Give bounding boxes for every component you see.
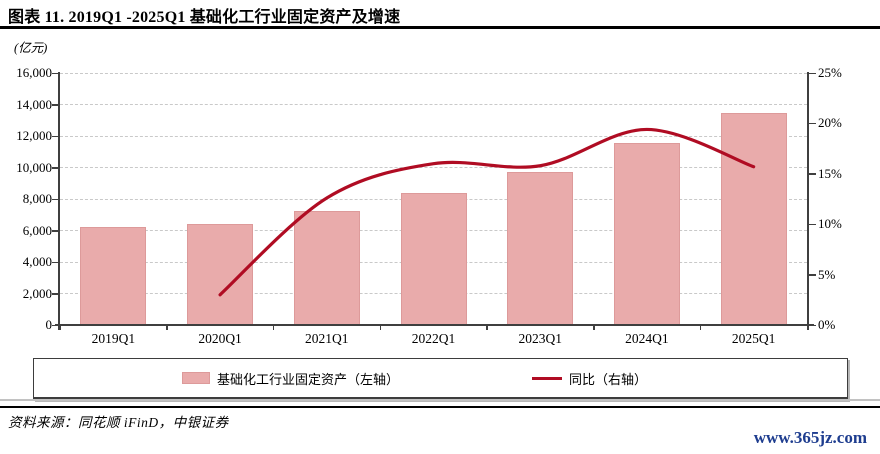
y-axis-tick-left: [52, 261, 58, 263]
y-axis-tick-left: [52, 135, 58, 137]
y-axis-label-right: 20%: [818, 115, 842, 131]
y-axis-tick-left: [52, 293, 58, 295]
footer-divider: [0, 406, 880, 408]
y-axis-tick-right: [809, 72, 816, 74]
y-axis-label-left: 6,000: [22, 222, 52, 238]
line-series-swatch: [532, 376, 562, 380]
bar-2025Q1: [720, 113, 787, 325]
y-axis-label-right: 10%: [818, 216, 842, 232]
figure-title: 图表 11. 2019Q1 -2025Q1 基础化工行业固定资产及增速: [8, 9, 401, 26]
x-axis-label-2023Q1: 2023Q1: [518, 331, 562, 346]
bar-2019Q1: [80, 226, 147, 325]
y-axis-tick-left: [52, 167, 58, 169]
y-axis-label-right: 25%: [818, 65, 842, 80]
left-axis-unit-label: (亿元): [14, 41, 48, 55]
bar-2020Q1: [187, 223, 254, 325]
y-axis-label-right: 0%: [818, 317, 836, 332]
y-axis-label-left: 2,000: [22, 285, 52, 301]
y-axis-label-left: 14,000: [16, 96, 52, 112]
legend-label-fixed-assets: 基础化工行业固定资产（左轴）: [217, 371, 400, 387]
y-axis-tick-left: [52, 324, 58, 326]
legend-box: 基础化工行业固定资产（左轴） 同比（右轴）: [33, 358, 848, 400]
y-axis-label-left: 8,000: [22, 191, 52, 206]
x-axis-tick: [272, 325, 275, 330]
data-source-note: 资料来源：同花顺 iFinD，中银证券: [8, 415, 229, 430]
x-axis-tick: [59, 325, 61, 330]
x-axis-label-2021Q1: 2021Q1: [305, 331, 349, 346]
bar-2023Q1: [507, 172, 574, 325]
y-axis-label-right: 15%: [818, 165, 842, 181]
y-axis-left: [58, 72, 60, 330]
x-axis-tick: [593, 325, 595, 330]
x-axis-label-2019Q1: 2019Q1: [91, 331, 136, 346]
y-axis-tick-right: [809, 122, 816, 125]
gridline: [60, 167, 807, 168]
title-divider: [0, 26, 880, 29]
bar-2024Q1: [613, 142, 680, 325]
y-axis-label-left: 10,000: [16, 159, 52, 175]
legend-item-yoy: 同比（右轴）: [532, 359, 647, 397]
x-axis-tick: [699, 325, 702, 330]
y-axis-tick-right: [809, 274, 816, 276]
legend-item-fixed-assets: 基础化工行业固定资产（左轴）: [182, 359, 399, 397]
x-axis-label-2020Q1: 2020Q1: [198, 331, 242, 346]
y-axis-label-left: 0: [45, 317, 53, 332]
y-axis-tick-left: [52, 104, 58, 106]
x-axis-tick: [486, 325, 488, 330]
watermark-link[interactable]: www.365jz.com: [753, 428, 867, 447]
y-axis-tick-left: [52, 198, 58, 200]
x-axis: [55, 324, 814, 326]
gridline: [60, 72, 807, 74]
legend-label-yoy: 同比（右轴）: [569, 371, 648, 387]
x-axis-tick: [379, 325, 382, 330]
y-axis-tick-right: [809, 324, 816, 326]
y-axis-tick-left: [52, 230, 58, 232]
y-axis-tick-right: [809, 173, 816, 175]
y-axis-right: [807, 72, 809, 330]
y-axis-label-left: 4,000: [22, 254, 52, 269]
bar-2022Q1: [400, 193, 467, 325]
y-axis-tick-left: [52, 72, 58, 74]
y-axis-label-left: 16,000: [16, 65, 52, 80]
x-axis-label-2025Q1: 2025Q1: [731, 331, 776, 346]
gridline: [60, 104, 807, 105]
x-axis-tick: [166, 325, 168, 330]
bar-2021Q1: [293, 210, 360, 325]
bar-series-swatch: [182, 372, 210, 384]
x-axis-label-2024Q1: 2024Q1: [625, 331, 669, 346]
gridline: [60, 135, 807, 137]
y-axis-label-left: 12,000: [16, 128, 52, 143]
legend-shadow-rule: [0, 399, 880, 401]
y-axis-tick-right: [809, 223, 816, 226]
y-axis-label-right: 5%: [818, 266, 836, 282]
x-axis-tick: [806, 325, 808, 330]
x-axis-label-2022Q1: 2022Q1: [411, 331, 456, 346]
